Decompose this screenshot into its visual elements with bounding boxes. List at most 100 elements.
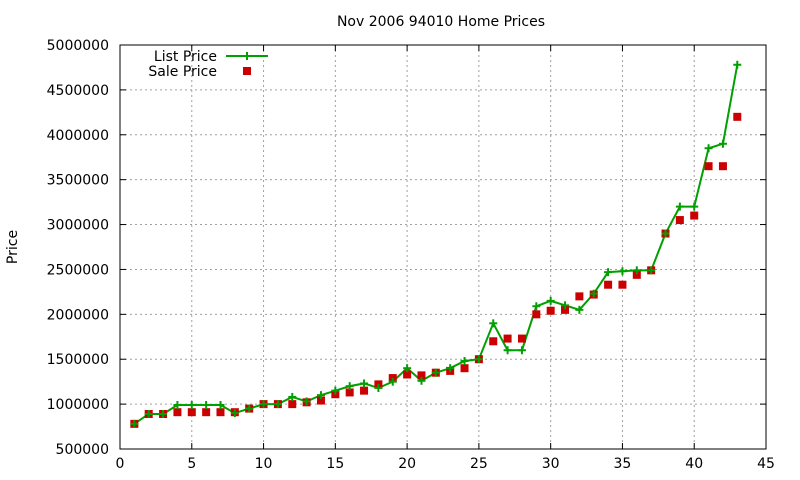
plot-frame	[119, 44, 767, 450]
legend-label-sale-price: Sale Price	[148, 64, 217, 80]
sale-price-point	[561, 305, 570, 314]
sale-price-point	[489, 337, 498, 346]
sale-price-point	[604, 280, 613, 289]
list-price-point	[431, 368, 440, 377]
sale-price-point	[517, 334, 526, 343]
x-tick-label: 5	[187, 456, 196, 472]
sale-price-point	[733, 112, 742, 121]
sale-price-point	[403, 370, 412, 379]
x-tick-label: 0	[116, 456, 125, 472]
sale-price-point	[216, 408, 225, 417]
sale-price-point	[546, 306, 555, 315]
list-price-point	[604, 268, 613, 277]
list-price-point	[288, 392, 297, 401]
sale-price-point	[460, 364, 469, 373]
list-price-point	[259, 400, 268, 409]
list-price-point	[532, 302, 541, 311]
list-price-point	[618, 267, 627, 276]
sale-price-point	[718, 162, 727, 171]
list-price-point	[202, 401, 211, 410]
sale-price-point	[202, 408, 211, 417]
list-price-point	[273, 400, 282, 409]
y-tick-label: 2000000	[47, 307, 109, 323]
sale-price-point	[675, 216, 684, 225]
list-price-point	[546, 296, 555, 305]
list-price-point	[661, 229, 670, 238]
list-price-point	[561, 301, 570, 310]
list-price-point	[647, 266, 656, 275]
list-price-point	[331, 386, 340, 395]
list-price-point	[302, 397, 311, 406]
sale-price-point	[417, 371, 426, 380]
sale-price-point	[704, 162, 713, 171]
y-tick-label: 500000	[56, 442, 109, 458]
list-price-point	[345, 382, 354, 391]
legend-marker-sale-price	[243, 67, 251, 75]
sale-price-point	[345, 388, 354, 397]
list-price-point	[130, 419, 139, 428]
list-price-point	[187, 401, 196, 410]
list-price-point	[173, 401, 182, 410]
list-price-point	[417, 376, 426, 385]
x-tick-label: 30	[542, 456, 560, 472]
list-price-point	[575, 305, 584, 314]
list-price-point	[474, 355, 483, 364]
x-tick-label: 15	[326, 456, 344, 472]
axes: 0 5 10 15 20 25 30 35 40 45 500000 1000000 1500000 20…	[47, 38, 775, 472]
list-price-point	[690, 202, 699, 211]
list-price-point	[517, 346, 526, 355]
y-tick-label: 2500000	[47, 262, 109, 278]
y-tick-label: 4000000	[47, 128, 109, 144]
sale-price-point	[360, 386, 369, 395]
sale-price-point	[288, 400, 297, 409]
grid	[120, 45, 766, 449]
list-price-point	[360, 379, 369, 388]
y-tick-label: 4500000	[47, 83, 109, 99]
sale-price-point	[316, 396, 325, 405]
sale-price-point	[618, 280, 627, 289]
legend-label-list-price: List Price	[154, 49, 217, 65]
x-tick-label: 25	[470, 456, 488, 472]
list-price-point	[675, 202, 684, 211]
list-price-point	[245, 404, 254, 413]
list-price-point	[388, 377, 397, 386]
sale-price-point	[532, 310, 541, 319]
y-tick-label: 3000000	[47, 218, 109, 234]
x-tick-label: 35	[614, 456, 632, 472]
y-tick-label: 3500000	[47, 173, 109, 189]
list-price-point	[460, 357, 469, 366]
list-price-point	[374, 383, 383, 392]
x-tick-label: 10	[255, 456, 273, 472]
list-price-point	[589, 289, 598, 298]
sale-price-point	[173, 408, 182, 417]
x-tick-label: 40	[685, 456, 703, 472]
legend-marker-list-price	[243, 52, 251, 60]
list-price-point	[144, 409, 153, 418]
list-price-point	[446, 364, 455, 373]
list-price-point	[503, 346, 512, 355]
list-price-point	[159, 409, 168, 418]
chart-title: Nov 2006 94010 Home Prices	[337, 14, 545, 30]
list-price-point	[489, 319, 498, 328]
list-price-point	[718, 139, 727, 148]
x-tick-label: 45	[757, 456, 775, 472]
sale-price-point	[503, 334, 512, 343]
x-tick-label: 20	[398, 456, 416, 472]
sale-price-point	[187, 408, 196, 417]
legend: List Price Sale Price	[148, 49, 268, 80]
series-layer	[130, 60, 742, 428]
list-price-point	[632, 266, 641, 275]
sale-price-point	[632, 270, 641, 279]
list-price-point	[316, 391, 325, 400]
list-price-point	[216, 401, 225, 410]
list-price-point	[403, 364, 412, 373]
sale-price-point	[690, 211, 699, 220]
list-price-point	[230, 409, 239, 418]
list-price-point	[704, 144, 713, 153]
y-axis-label: Price	[5, 230, 21, 264]
sale-price-point	[575, 292, 584, 301]
y-tick-label: 1500000	[47, 352, 109, 368]
list-price-point	[733, 60, 742, 69]
